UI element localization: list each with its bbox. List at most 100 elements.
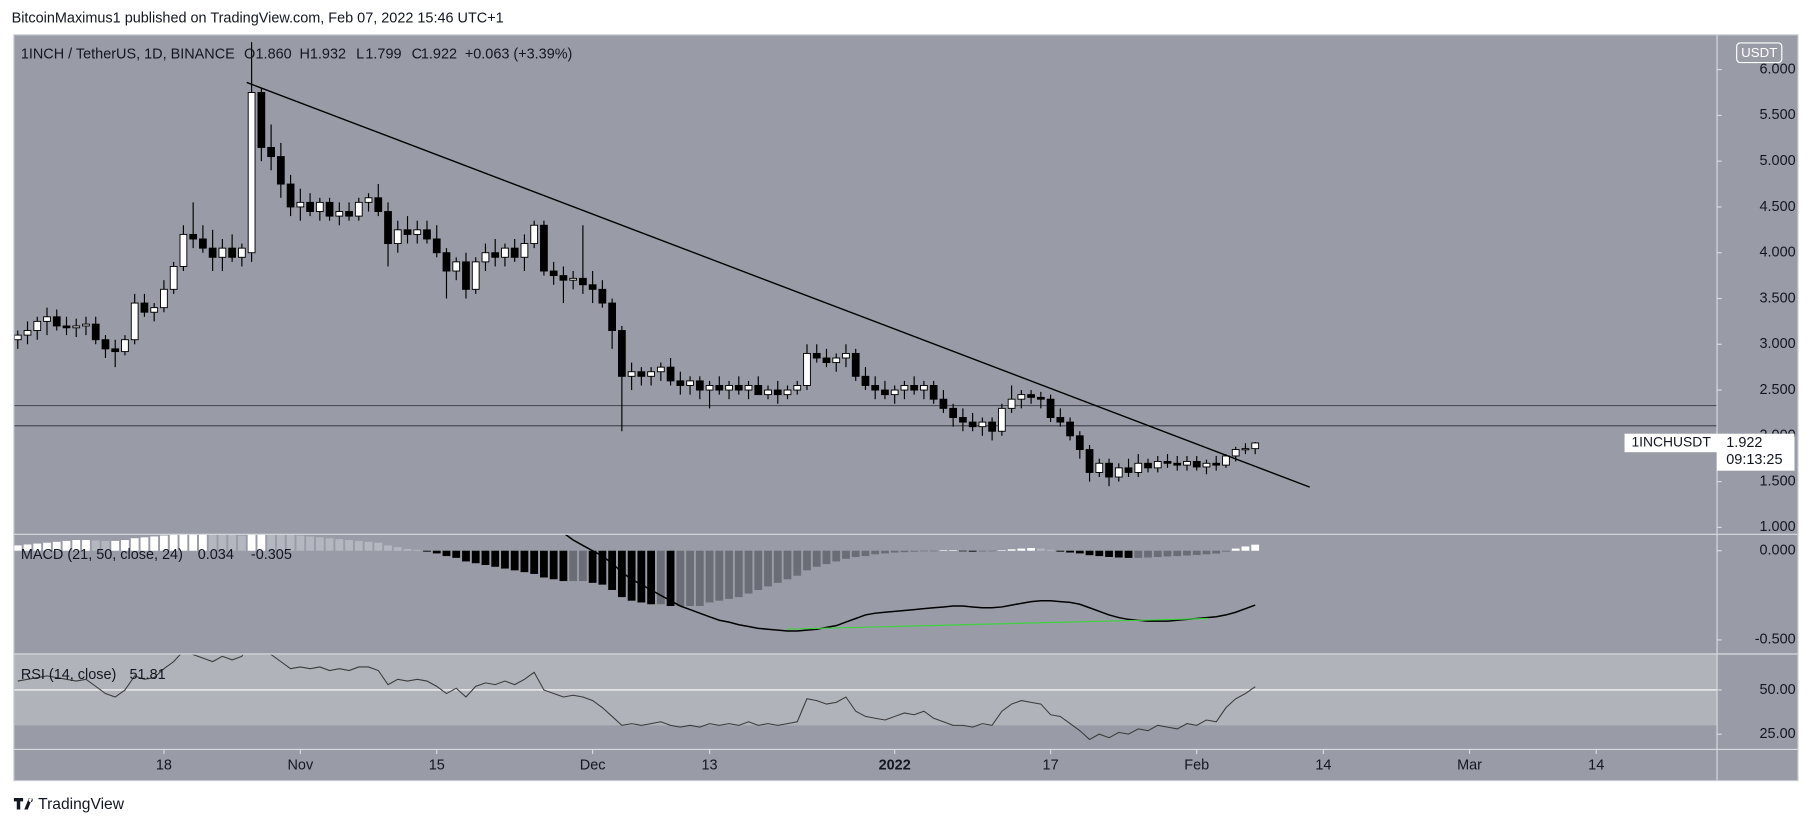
candle-body [1036, 396, 1045, 400]
candle-body [267, 146, 275, 158]
macd-histogram-bar [72, 540, 81, 551]
macd-histogram-bar [1114, 550, 1123, 558]
candle-body [900, 385, 909, 391]
candle-body [1114, 467, 1123, 478]
candle-body [1183, 460, 1191, 466]
y-tick-label: 5.500 [1760, 107, 1796, 123]
macd-histogram-bar [160, 535, 168, 551]
macd-histogram-bar [13, 545, 22, 551]
candle-body [52, 316, 61, 327]
rsi-pane [13, 654, 1718, 741]
candle-body [276, 156, 285, 185]
candle-body [374, 197, 383, 212]
x-tick-label: Nov [287, 757, 313, 773]
macd-histogram-bar [208, 534, 217, 551]
candle-body [910, 385, 919, 391]
candle-body [364, 197, 373, 203]
macd-histogram-bar [666, 550, 675, 607]
candle-body [1017, 394, 1026, 400]
macd-histogram-bar [890, 550, 899, 553]
macd-histogram-bar [851, 550, 860, 557]
x-tick-label: 13 [702, 757, 718, 773]
macd-histogram-bar [1202, 550, 1211, 555]
legend-value: 1.799 [365, 46, 401, 62]
macd-histogram-bar [803, 550, 811, 571]
candle-body [286, 183, 295, 208]
macd-histogram-bar [1144, 550, 1152, 558]
candle-body [783, 389, 792, 396]
macd-histogram-bar [530, 550, 539, 574]
candle-body [471, 261, 480, 290]
macd-histogram-bar [1231, 548, 1240, 551]
candle-body [1222, 455, 1230, 466]
macd-histogram-bar [1134, 550, 1143, 558]
candle-body [491, 252, 500, 258]
rsi-title: RSI (14, close) [21, 667, 116, 683]
macd-value: 0.034 [198, 547, 234, 563]
x-tick-label: 17 [1043, 757, 1059, 773]
macd-histogram-bar [608, 550, 617, 590]
candle-body [1095, 462, 1104, 473]
macd-histogram-bar [559, 550, 568, 582]
candle-body [968, 421, 977, 428]
brand-icon [13, 797, 33, 810]
macd-histogram-bar [842, 550, 850, 559]
macd-histogram-bar [734, 550, 743, 598]
macd-histogram-bar [315, 537, 324, 551]
currency-badge[interactable] [1736, 42, 1783, 64]
candle-body [1056, 417, 1065, 423]
candle-body [237, 247, 246, 258]
macd-histogram-bar [130, 538, 139, 551]
candle-body [510, 247, 519, 258]
macd-title: MACD (21, 50, close, 24) [21, 547, 183, 563]
macd-histogram-bar [647, 550, 655, 605]
x-tick-label: 14 [1588, 757, 1604, 773]
overlay: 1INCH / TetherUS, 1D, BINANCE O 1.860 H … [13, 34, 1799, 782]
macd-histogram-bar [228, 534, 237, 551]
candle-body [520, 243, 529, 258]
publisher-line: BitcoinMaximus1 published on TradingView… [12, 10, 504, 26]
main-pane [13, 42, 1718, 488]
candle-body [257, 92, 266, 148]
candle-body [871, 385, 880, 391]
macd-histogram-bar [471, 550, 480, 564]
y-tick-label: 25.00 [1760, 726, 1796, 742]
macd-histogram-bar [1066, 550, 1074, 553]
candle-body [1124, 467, 1133, 473]
macd-histogram-bar [286, 534, 295, 551]
macd-histogram-bar [754, 550, 763, 590]
candle-body [822, 357, 831, 364]
macd-histogram-bar [968, 550, 977, 552]
macd-histogram-bar [1153, 550, 1162, 557]
currency-label[interactable]: USDT [1741, 45, 1777, 60]
candle-body [199, 238, 207, 249]
macd-histogram-bar [247, 534, 256, 551]
candle-body [43, 316, 51, 322]
candle-body [598, 288, 607, 304]
candle-body [247, 92, 256, 254]
candle-body [208, 247, 217, 258]
macd-histogram-bar [52, 541, 61, 551]
macd-histogram-bar [1222, 550, 1230, 552]
chart-frame [13, 34, 1799, 782]
macd-histogram-bar [627, 550, 636, 601]
macd-histogram-bar [637, 550, 646, 603]
macd-histogram-bar [501, 550, 509, 569]
y-tick-label: 4.500 [1760, 199, 1796, 215]
candle-body [695, 380, 704, 391]
candle-body [656, 366, 665, 373]
macd-histogram-bar [1075, 550, 1084, 554]
macd-histogram-bar [949, 550, 958, 551]
candle-body [462, 261, 470, 290]
candle-body [315, 201, 324, 212]
candle-body [812, 352, 821, 359]
candle-body [150, 307, 159, 313]
candle-body [169, 265, 178, 290]
candle-body [1144, 462, 1152, 469]
macd-histogram-bar [237, 535, 246, 551]
macd-histogram-bar [267, 534, 275, 551]
candle-body [559, 275, 568, 281]
legend-change: +0.063 (+3.39%) [465, 46, 573, 62]
macd-histogram-bar [140, 537, 149, 551]
